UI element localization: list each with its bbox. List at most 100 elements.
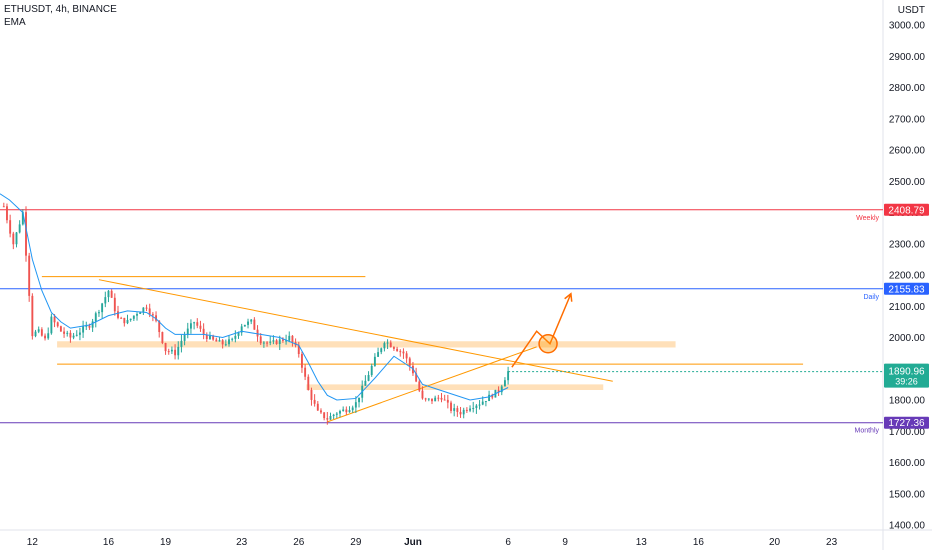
candle-body [345, 409, 348, 413]
level-name-daily: Daily [863, 294, 879, 301]
candle-body [335, 413, 338, 415]
candle-body [364, 380, 367, 386]
current-price-label: 1890.96 [888, 367, 925, 378]
candle-body [151, 314, 154, 316]
candle-body [148, 308, 151, 315]
candle-body [288, 335, 291, 341]
level-price-badge [884, 203, 929, 216]
support-zone [306, 384, 604, 390]
candle-body [66, 332, 69, 334]
y-tick-label: 2100.00 [889, 302, 926, 313]
candle-body [358, 397, 360, 403]
candle-body [440, 397, 443, 400]
level-price-badge [884, 416, 929, 429]
x-tick-label: 23 [826, 537, 838, 548]
level-price-label: 2408.79 [888, 205, 925, 216]
y-tick-label: 1800.00 [889, 396, 926, 407]
candle-body [72, 335, 75, 338]
candle-body [507, 371, 510, 381]
y-tick-label: 2700.00 [889, 114, 926, 125]
candle-body [478, 404, 481, 406]
candle-body [434, 397, 437, 402]
y-tick-label: 2000.00 [889, 333, 926, 344]
candle-body [231, 338, 234, 340]
projection-path [511, 293, 572, 368]
candle-body [12, 233, 15, 245]
arrowhead [564, 292, 573, 302]
x-tick-label: 6 [505, 537, 511, 548]
candle-body [59, 326, 62, 332]
candle-body [85, 325, 88, 327]
candle-body [170, 349, 173, 352]
candle-body [424, 398, 427, 400]
candle-body [183, 334, 186, 341]
y-tick-label: 1600.00 [889, 458, 926, 469]
candle-body [107, 290, 110, 298]
symbol-title[interactable]: ETHUSDT, 4h, BINANCE [4, 4, 117, 15]
candle-body [291, 335, 294, 343]
candle-body [383, 343, 386, 349]
candle-body [370, 365, 373, 376]
candle-body [259, 336, 262, 344]
candle-body [63, 331, 66, 334]
candle-body [465, 409, 468, 411]
candle-body [443, 399, 446, 401]
candle-body [497, 389, 500, 393]
candle-body [161, 332, 164, 343]
candle-body [44, 335, 46, 339]
candle-body [320, 410, 322, 413]
candle-body [373, 356, 376, 366]
candle-body [459, 411, 462, 415]
candle-body [82, 326, 85, 333]
candle-body [389, 342, 392, 348]
candle-body [155, 315, 157, 321]
candle-body [300, 354, 303, 368]
candle-body [329, 416, 332, 420]
candle-body [310, 390, 313, 400]
candle-countdown: 39:26 [895, 377, 918, 387]
candle-body [117, 311, 119, 318]
candle-body [110, 290, 113, 298]
candle-body [104, 297, 107, 304]
candle-body [25, 212, 27, 256]
candle-body [142, 307, 145, 313]
candle-body [174, 349, 177, 356]
candle-body [78, 332, 81, 335]
candle-body [50, 316, 53, 334]
candle-body [427, 398, 430, 400]
candle-body [297, 345, 300, 355]
candle-body [402, 351, 405, 354]
x-tick-label: 9 [562, 537, 568, 548]
candle-body [189, 323, 192, 329]
candle-body [304, 367, 307, 377]
candle-body [354, 402, 357, 408]
candle-body [446, 399, 449, 403]
candle-body [285, 340, 288, 342]
y-tick-label: 1400.00 [889, 521, 926, 532]
x-tick-label: 29 [350, 537, 362, 548]
y-tick-label: 2300.00 [889, 239, 926, 250]
trendline [327, 346, 537, 423]
candle-body [386, 342, 389, 344]
candle-body [209, 335, 211, 339]
candle-body [69, 332, 72, 338]
indicator-label[interactable]: EMA [4, 17, 26, 28]
candle-body [167, 351, 170, 353]
candle-body [228, 339, 230, 345]
x-tick-label: 16 [693, 537, 705, 548]
candle-body [15, 232, 18, 245]
y-tick-label: 2900.00 [889, 52, 926, 63]
candle-body [421, 390, 424, 399]
candle-body [415, 373, 418, 382]
candle-body [332, 414, 335, 417]
candle-body [218, 340, 221, 342]
candle-body [339, 411, 341, 414]
candle-body [488, 394, 491, 402]
candle-body [199, 325, 202, 329]
candle-body [177, 346, 180, 356]
candle-body [367, 375, 370, 381]
candle-body [269, 341, 272, 343]
candle-body [316, 403, 319, 411]
candle-body [237, 332, 240, 336]
